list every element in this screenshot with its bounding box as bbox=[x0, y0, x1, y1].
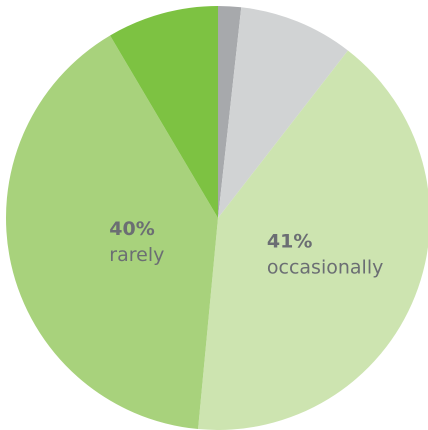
pie-slices bbox=[6, 6, 428, 430]
slice-category-label: occasionally bbox=[267, 256, 383, 278]
slice-category-label: rarely bbox=[109, 244, 164, 266]
slice-percent-label: 41% bbox=[267, 230, 312, 252]
slice-percent-label: 40% bbox=[109, 218, 154, 240]
